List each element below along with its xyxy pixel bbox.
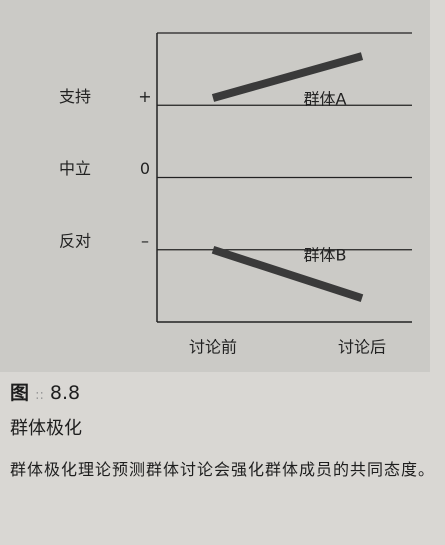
y-tick-name: 中立 [59, 159, 91, 178]
figure-background [0, 0, 430, 372]
series-label: 群体B [304, 245, 347, 264]
y-tick-name: 支持 [59, 87, 91, 106]
y-tick-label: + [138, 87, 151, 106]
figure-title: 群体极化 [10, 418, 82, 439]
x-tick-label: 讨论前 [189, 338, 237, 357]
series-line [211, 245, 364, 302]
figure-label: 图 :: 8.8 [10, 378, 80, 405]
x-tick-label: 讨论后 [338, 338, 386, 357]
series-line [211, 52, 364, 102]
y-tick-label: 0 [140, 159, 150, 178]
y-tick-label: – [141, 231, 149, 250]
series-label: 群体A [304, 90, 347, 109]
figure-marks: :: [35, 388, 44, 403]
y-tick-name: 反对 [59, 231, 91, 250]
figure-text: 群体极化理论预测群体讨论会强化群体成员的共同态度。 [10, 460, 436, 479]
figure-prefix: 图 [10, 382, 30, 404]
figure-number: 8.8 [49, 382, 81, 404]
